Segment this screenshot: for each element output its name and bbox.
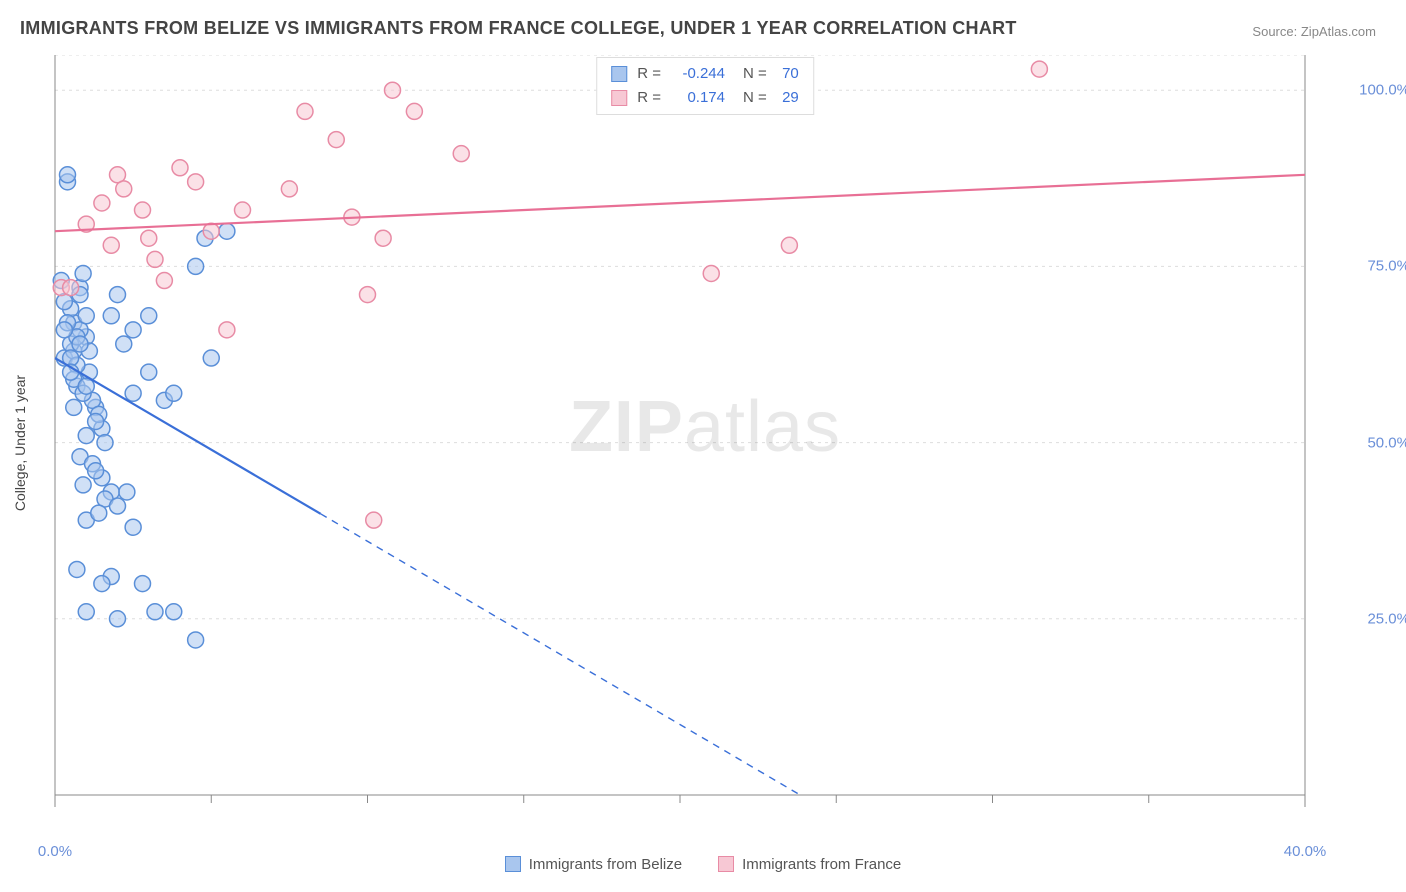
stat-r-label: R = [637, 62, 661, 86]
stats-row: R =0.174 N =29 [611, 86, 799, 110]
stats-row: R =-0.244 N =70 [611, 62, 799, 86]
source-link[interactable]: ZipAtlas.com [1301, 24, 1376, 39]
y-tick-label: 50.0% [1367, 434, 1406, 451]
y-tick-label: 75.0% [1367, 258, 1406, 275]
stat-r-value: 0.174 [665, 86, 725, 110]
stat-n-value: 29 [771, 86, 799, 110]
legend-swatch [611, 90, 627, 106]
chart-title: IMMIGRANTS FROM BELIZE VS IMMIGRANTS FRO… [20, 18, 1017, 39]
stat-n-value: 70 [771, 62, 799, 86]
source-label: Source: [1252, 24, 1297, 39]
y-tick-label: 100.0% [1359, 82, 1406, 99]
legend-label: Immigrants from France [742, 856, 901, 873]
legend-item: Immigrants from Belize [505, 856, 682, 873]
stat-r-value: -0.244 [665, 62, 725, 86]
legend-swatch [505, 856, 521, 872]
legend-label: Immigrants from Belize [529, 856, 682, 873]
stat-r-label: R = [637, 86, 661, 110]
bottom-legend: Immigrants from Belize Immigrants from Fr… [0, 856, 1406, 877]
legend-swatch [611, 66, 627, 82]
source-attribution: Source: ZipAtlas.com [1252, 24, 1376, 39]
stat-n-label: N = [743, 86, 767, 110]
stats-legend-box: R =-0.244 N =70 R =0.174 N =29 [596, 57, 814, 115]
stat-n-label: N = [743, 62, 767, 86]
y-axis-label: College, Under 1 year [12, 374, 28, 510]
scatter-plot [50, 55, 1360, 830]
legend-swatch [718, 856, 734, 872]
chart-area: College, Under 1 year ZIPatlas R =-0.244… [50, 55, 1360, 830]
y-tick-label: 25.0% [1367, 610, 1406, 627]
legend-item: Immigrants from France [718, 856, 901, 873]
